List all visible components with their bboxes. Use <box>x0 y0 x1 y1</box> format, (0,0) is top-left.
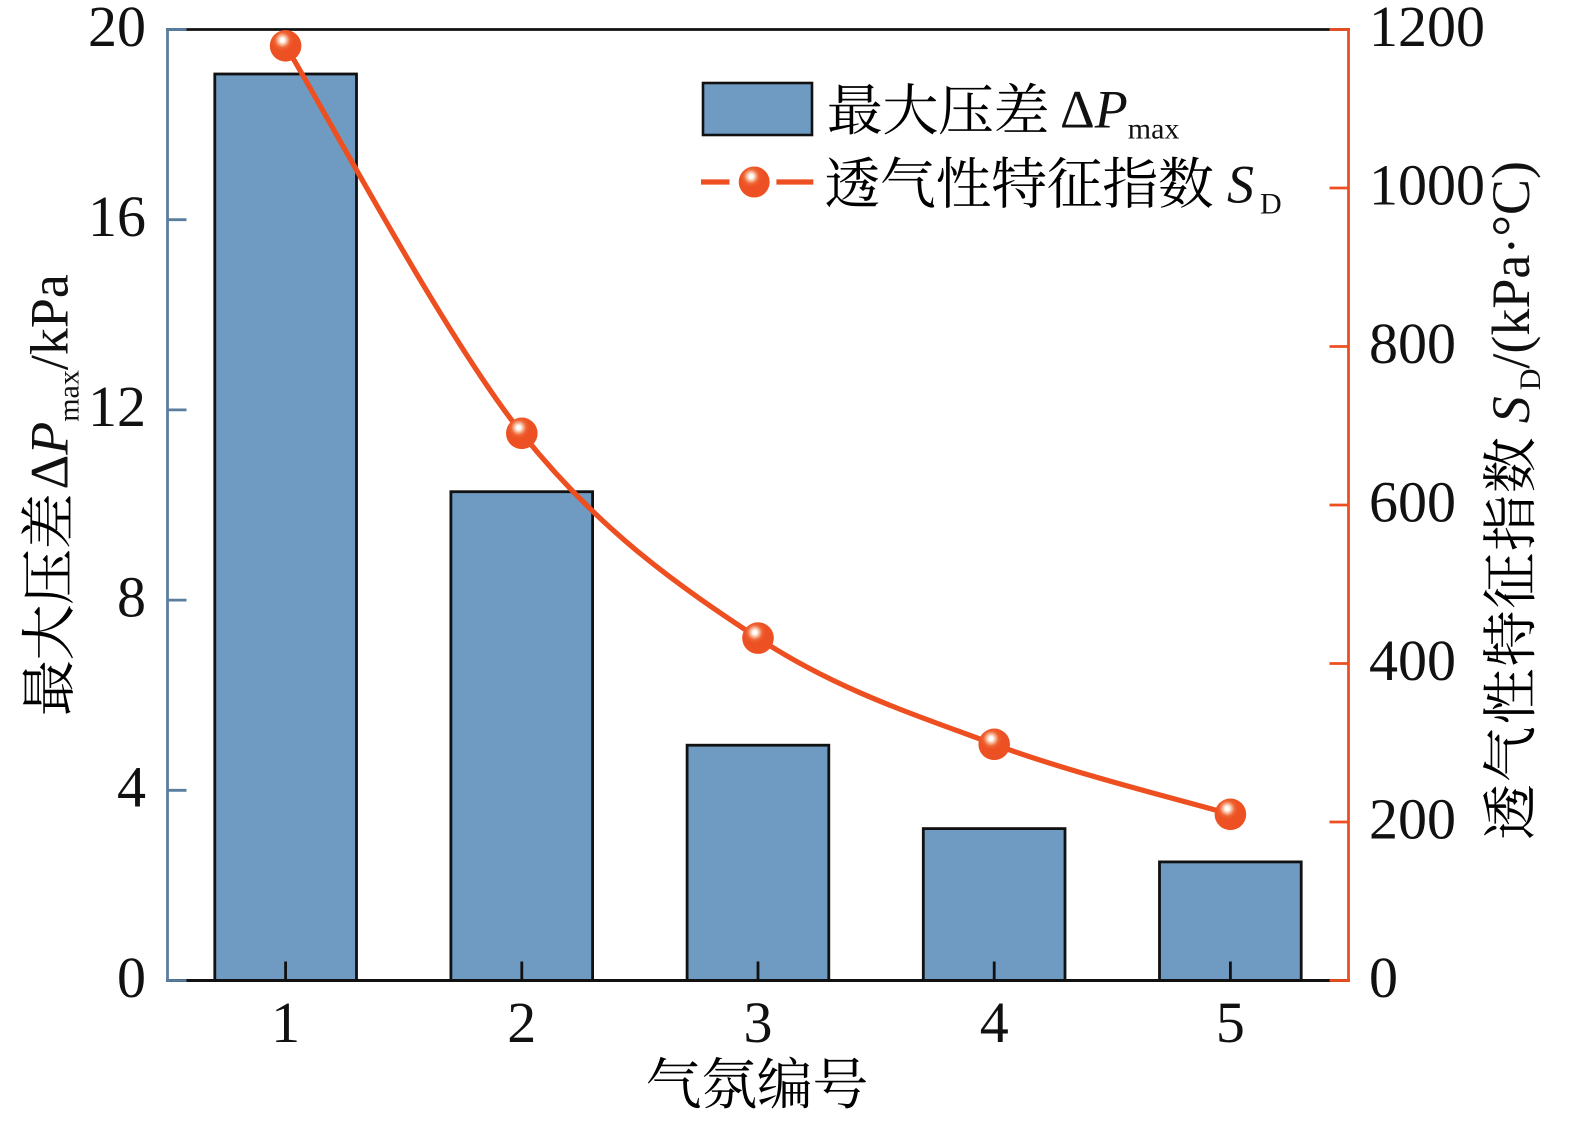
svg-text:0: 0 <box>1369 945 1398 1010</box>
svg-text:12: 12 <box>88 374 146 439</box>
svg-text:20: 20 <box>88 0 146 59</box>
svg-text:4: 4 <box>980 990 1009 1055</box>
svg-text:16: 16 <box>88 184 146 249</box>
svg-text:200: 200 <box>1369 786 1456 851</box>
svg-text:8: 8 <box>117 564 146 629</box>
svg-text:5: 5 <box>1216 990 1245 1055</box>
svg-text:2: 2 <box>507 990 536 1055</box>
svg-text:600: 600 <box>1369 469 1456 534</box>
svg-text:3: 3 <box>744 990 773 1055</box>
svg-text:4: 4 <box>117 755 146 820</box>
svg-text:1: 1 <box>271 990 300 1055</box>
svg-text:800: 800 <box>1369 311 1456 376</box>
svg-text:1000: 1000 <box>1369 152 1485 217</box>
svg-text:SD/(kPa·°C): SD/(kPa·°C) <box>1481 161 1547 423</box>
svg-text:1200: 1200 <box>1369 0 1485 59</box>
svg-text:0: 0 <box>117 945 146 1010</box>
svg-text:400: 400 <box>1369 628 1456 693</box>
